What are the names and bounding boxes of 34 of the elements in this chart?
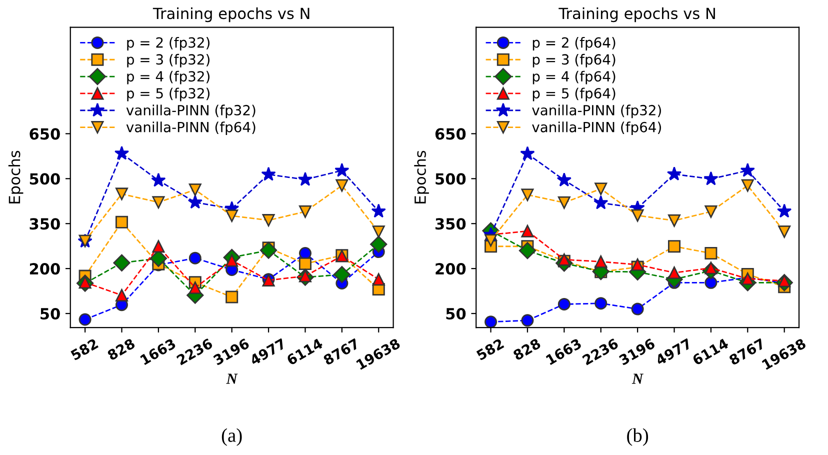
y-tick-label: 650: [30, 128, 60, 140]
chart-title: Training epochs vs N: [152, 7, 310, 22]
legend-label: vanilla-PINN (fp32): [126, 104, 256, 118]
legend-label: p = 2 (fp32): [127, 37, 210, 50]
chart-title: Training epochs vs N: [558, 7, 715, 22]
legend-label: p = 5 (fp64): [532, 88, 616, 102]
y-axis-title: Epochs: [8, 150, 24, 204]
y-tick-label: 200: [436, 263, 466, 275]
x-tick-label: 582: [476, 338, 504, 361]
text: (a): [222, 428, 242, 446]
x-tick-label: 582: [70, 338, 99, 361]
text: (b): [627, 428, 648, 446]
y-tick-label: 50: [40, 308, 60, 320]
y-tick-label: 500: [30, 173, 60, 185]
y-tick-label: 200: [30, 263, 60, 275]
legend-label: p = 3 (fp32): [127, 54, 210, 68]
legend-label: vanilla-PINN (fp64): [126, 122, 256, 136]
y-tick-label: 350: [30, 218, 60, 230]
legend-label: p = 4 (fp64): [532, 70, 616, 84]
x-axis-title: N: [632, 374, 644, 384]
legend-label: p = 4 (fp32): [127, 70, 210, 84]
legend-label: p = 5 (fp32): [127, 88, 210, 102]
legend-label: p = 3 (fp64): [532, 54, 616, 68]
y-axis-title: Epochs: [414, 150, 429, 204]
y-tick-label: 350: [436, 218, 466, 230]
x-tick-label: 828: [106, 338, 136, 361]
legend-label: vanilla-PINN (fp32): [532, 104, 661, 118]
y-tick-label: 500: [436, 173, 466, 185]
y-tick-label: 650: [435, 128, 466, 140]
legend-label: p = 2 (fp64): [532, 37, 616, 50]
x-tick-label: 828: [512, 338, 542, 361]
y-tick-label: 50: [446, 308, 466, 320]
legend-label: vanilla-PINN (fp64): [532, 122, 661, 136]
x-axis-title: N: [226, 374, 238, 384]
